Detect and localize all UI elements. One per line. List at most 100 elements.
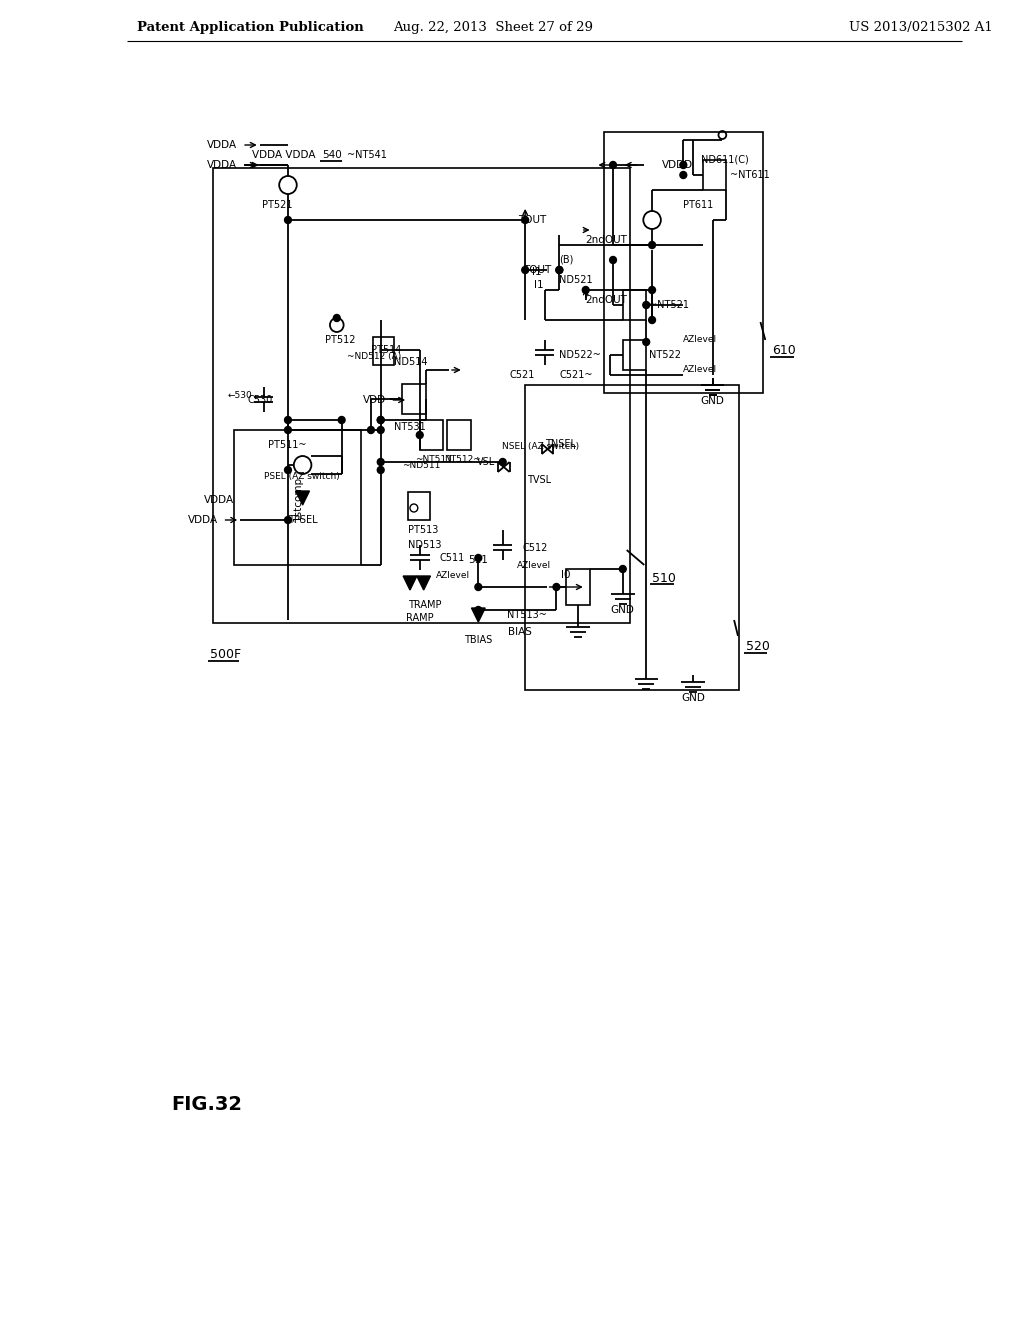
Circle shape (377, 466, 384, 474)
Bar (402, 384, 426, 414)
Bar (525, 385, 739, 690)
Circle shape (609, 256, 616, 264)
Text: 610: 610 (772, 345, 796, 358)
Circle shape (643, 338, 649, 346)
Text: TOUT: TOUT (523, 265, 552, 275)
Text: NT513~: NT513~ (507, 610, 547, 620)
Text: NT522: NT522 (649, 350, 681, 360)
Circle shape (680, 172, 687, 178)
Circle shape (500, 458, 506, 466)
Text: NSEL (AZ switch): NSEL (AZ switch) (502, 441, 579, 450)
Bar (373, 337, 394, 366)
Circle shape (368, 426, 375, 433)
Text: VDDA: VDDA (204, 495, 234, 506)
Text: Aug. 22, 2013  Sheet 27 of 29: Aug. 22, 2013 Sheet 27 of 29 (393, 21, 593, 34)
Circle shape (522, 216, 528, 223)
Text: 1stcomp: 1stcomp (293, 475, 303, 520)
Text: AZlevel: AZlevel (517, 561, 552, 569)
Circle shape (553, 583, 560, 590)
Bar (447, 420, 470, 450)
Text: ~NT511: ~NT511 (415, 455, 452, 465)
Circle shape (556, 267, 563, 273)
Text: I0: I0 (561, 570, 571, 579)
Text: ~NT541: ~NT541 (346, 150, 386, 160)
Bar (623, 290, 646, 319)
Text: US 2013/0215302 A1: US 2013/0215302 A1 (849, 21, 993, 34)
Text: VDDA VDDA: VDDA VDDA (252, 150, 315, 160)
Text: C530: C530 (248, 395, 273, 405)
Text: TOUT: TOUT (518, 215, 547, 224)
Text: TBIAS: TBIAS (464, 635, 493, 645)
Text: ND514: ND514 (394, 356, 428, 367)
Text: TRAMP: TRAMP (408, 601, 441, 610)
Circle shape (475, 606, 481, 614)
Text: ND522~: ND522~ (559, 350, 601, 360)
Circle shape (338, 417, 345, 424)
Text: BIAS: BIAS (508, 627, 531, 638)
Text: C512: C512 (522, 543, 548, 553)
Circle shape (583, 286, 589, 293)
Bar (420, 420, 443, 450)
Text: AZlevel: AZlevel (683, 335, 718, 345)
Polygon shape (403, 576, 417, 590)
Text: 510: 510 (652, 572, 676, 585)
Text: 2ndOUT: 2ndOUT (586, 235, 628, 246)
Text: C521~: C521~ (559, 370, 593, 380)
Text: PT514: PT514 (371, 345, 401, 355)
Text: C511: C511 (439, 553, 465, 564)
Text: FIG.32: FIG.32 (171, 1096, 242, 1114)
Text: ND611(C): ND611(C) (700, 154, 749, 165)
Circle shape (643, 301, 649, 309)
Circle shape (609, 161, 616, 169)
Circle shape (556, 267, 563, 273)
Text: ~ND511: ~ND511 (402, 461, 440, 470)
Text: TVSL: TVSL (527, 475, 551, 484)
Text: ←530: ←530 (227, 391, 252, 400)
Circle shape (648, 242, 655, 248)
Text: 540: 540 (323, 150, 342, 160)
Text: AZlevel: AZlevel (436, 570, 470, 579)
Circle shape (475, 583, 481, 590)
Text: PT521: PT521 (261, 201, 292, 210)
Circle shape (285, 417, 292, 424)
Text: ND521: ND521 (559, 275, 593, 285)
Text: GND: GND (681, 693, 705, 704)
Text: VDDA: VDDA (187, 515, 218, 525)
Circle shape (522, 267, 528, 273)
Text: VDDA: VDDA (207, 140, 238, 150)
Bar (604, 132, 763, 393)
Bar (408, 492, 429, 520)
Text: PT511~: PT511~ (268, 440, 307, 450)
Circle shape (285, 516, 292, 524)
Text: I1: I1 (532, 267, 542, 277)
Circle shape (285, 466, 292, 474)
Text: 511: 511 (468, 554, 488, 565)
Text: NT531: NT531 (394, 422, 426, 432)
Circle shape (285, 216, 292, 223)
Bar (623, 341, 646, 370)
Text: PT513: PT513 (408, 525, 438, 535)
Bar (566, 569, 590, 605)
Circle shape (648, 317, 655, 323)
Text: Patent Application Publication: Patent Application Publication (136, 21, 364, 34)
Text: PT611: PT611 (683, 201, 714, 210)
Circle shape (377, 458, 384, 466)
Circle shape (285, 426, 292, 433)
Bar (213, 168, 630, 623)
Text: (B): (B) (559, 255, 573, 265)
Text: TNSEL: TNSEL (545, 440, 575, 449)
Polygon shape (417, 576, 430, 590)
Text: PT512: PT512 (325, 335, 355, 345)
Circle shape (620, 565, 627, 573)
Text: NT512~: NT512~ (444, 455, 481, 465)
Text: ~ND512 (A): ~ND512 (A) (346, 352, 400, 362)
Text: RAMP: RAMP (407, 612, 434, 623)
Circle shape (680, 161, 687, 169)
Text: 2ndOUT: 2ndOUT (586, 294, 628, 305)
Polygon shape (471, 609, 485, 622)
Text: VSL: VSL (476, 457, 495, 467)
Circle shape (377, 426, 384, 433)
Polygon shape (296, 491, 309, 506)
Circle shape (648, 286, 655, 293)
Text: VDDA: VDDA (207, 160, 238, 170)
